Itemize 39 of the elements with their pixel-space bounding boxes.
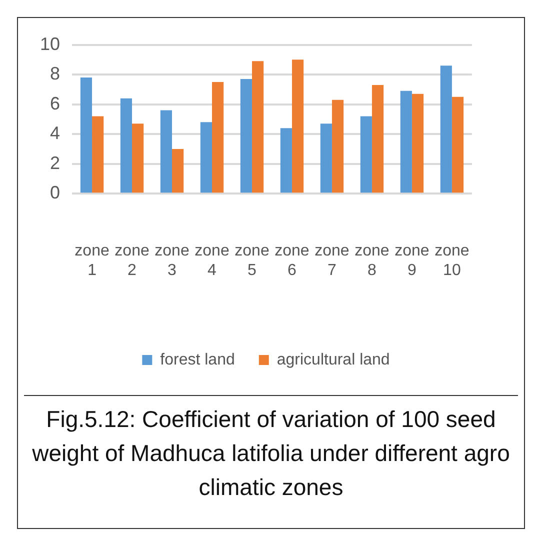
y-tick-label: 2 (50, 152, 60, 173)
bar (212, 82, 224, 193)
bar (452, 96, 464, 193)
y-tick-label: 0 (50, 182, 60, 203)
x-tick-label: zone 4 (194, 242, 230, 279)
bar (372, 84, 384, 193)
y-tick-label: 8 (50, 64, 60, 84)
bar (360, 116, 372, 193)
bar (200, 122, 212, 193)
y-tick-label: 6 (50, 93, 60, 114)
legend-label: agricultural land (276, 351, 390, 368)
text: Fig.5.12: Coefficient of variation of 100 seed weight of Madhuca latifolia under different agro climatic zones (24, 395, 518, 504)
bar (92, 116, 104, 193)
x-tick-label: zone 1 (74, 242, 110, 279)
x-tick-label: zone 7 (314, 242, 350, 279)
bar (252, 61, 264, 193)
bar (400, 90, 412, 193)
y-tick-label: 4 (50, 123, 60, 144)
bar (292, 60, 304, 193)
bar (440, 66, 452, 193)
legend-label: forest land (160, 351, 235, 368)
x-tick-label: zone 8 (354, 242, 390, 279)
bar (280, 128, 292, 193)
bar (240, 79, 252, 193)
x-tick-label: zone 9 (394, 242, 430, 279)
x-tick-label: zone 10 (434, 242, 470, 279)
bar (160, 110, 172, 193)
x-tick-label: zone 2 (114, 242, 150, 279)
bar (132, 124, 144, 193)
y-tick-label: 10 (40, 34, 60, 54)
bar (332, 100, 344, 193)
x-tick-label: zone 6 (274, 242, 310, 279)
bar (320, 124, 332, 193)
bar (172, 148, 184, 193)
x-tick-label: zone 5 (234, 242, 270, 279)
bar (412, 94, 424, 193)
x-tick-label: zone 3 (154, 242, 190, 279)
bar (80, 78, 92, 193)
bar (120, 98, 132, 193)
